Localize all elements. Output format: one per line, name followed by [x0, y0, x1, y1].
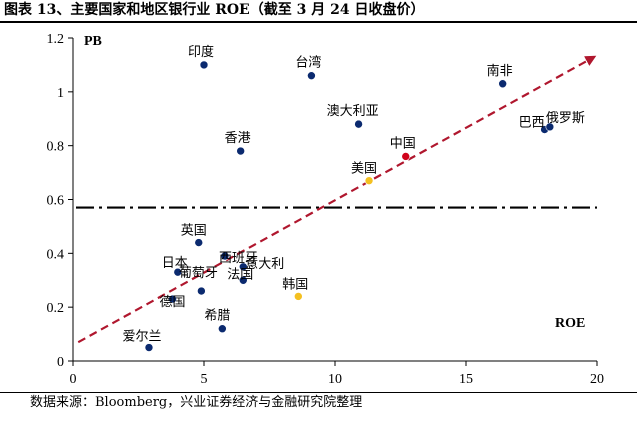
data-point: [354, 119, 363, 129]
y-tick-label: 0: [57, 355, 64, 370]
x-tick-label: 0: [70, 372, 77, 387]
data-point: [545, 122, 555, 132]
data-point: [294, 292, 303, 301]
point-label: 印度: [188, 44, 214, 60]
data-point: [199, 60, 209, 70]
point-label: 法国: [227, 267, 253, 282]
data-point: [236, 146, 245, 156]
y-tick-label: 0.8: [47, 140, 65, 155]
data-point: [364, 176, 374, 185]
source-note: 数据来源：Bloomberg，兴业证券经济与金融研究院整理: [30, 395, 363, 410]
data-point: [144, 343, 154, 352]
data-point: [401, 152, 411, 161]
data-point: [194, 238, 204, 247]
y-tick-label: 1: [57, 86, 64, 101]
point-label: 日本: [162, 256, 188, 271]
point-label: 爱尔兰: [122, 330, 161, 345]
y-tick-label: 1.2: [47, 32, 65, 47]
point-label: 澳大利亚: [327, 103, 379, 119]
x-tick-label: 10: [328, 372, 342, 387]
point-label: 葡萄牙: [179, 266, 218, 281]
data-point: [168, 294, 177, 304]
point-label: 巴西: [519, 116, 545, 131]
title-rule: [0, 21, 637, 23]
point-label: 德国: [160, 295, 186, 310]
data-point: [173, 267, 183, 277]
x-tick-label: 5: [201, 372, 208, 387]
data-point: [498, 79, 507, 89]
data-point: [307, 71, 316, 80]
data-point: [218, 324, 227, 334]
data-point: [197, 286, 206, 296]
data-point: [239, 275, 248, 285]
x-axis-title: ROE: [555, 316, 585, 331]
point-label: 韩国: [282, 277, 308, 292]
data-point: [239, 262, 248, 272]
point-label: 美国: [351, 162, 377, 177]
y-tick-label: 0.6: [47, 194, 65, 209]
y-tick-label: 0.2: [47, 301, 65, 316]
point-label: 台湾: [295, 55, 321, 71]
point-label: 西班牙: [219, 251, 258, 266]
y-tick-label: 0.4: [47, 247, 65, 262]
point-label: 香港: [225, 131, 251, 146]
trend-arrow: [77, 55, 597, 344]
x-tick-label: 20: [590, 372, 604, 387]
point-label: 南非: [487, 63, 513, 79]
point-label: 希腊: [204, 309, 230, 324]
point-label: 意大利: [245, 256, 284, 272]
data-point: [220, 251, 230, 261]
chart-title: 图表 13、主要国家和地区银行业 ROE（截至 3 月 24 日收盘价）: [4, 2, 425, 18]
point-label: 英国: [181, 224, 207, 239]
point-label: 俄罗斯: [546, 111, 585, 126]
x-tick-label: 15: [459, 372, 473, 387]
point-label: 中国: [390, 136, 416, 151]
source-rule: [0, 392, 637, 393]
y-axis-title: PB: [84, 34, 102, 49]
